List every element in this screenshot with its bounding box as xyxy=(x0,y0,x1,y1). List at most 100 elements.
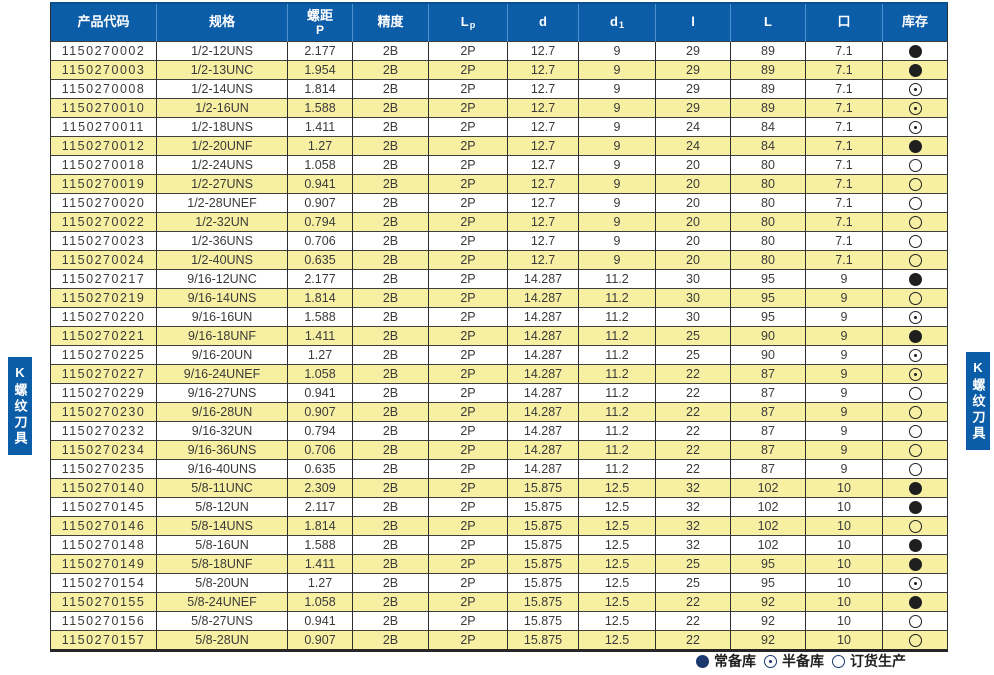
cell-width: 10 xyxy=(805,535,883,555)
cell-l: 22 xyxy=(655,630,731,651)
cell-d1: 9 xyxy=(578,250,656,270)
cell-d1: 11.2 xyxy=(578,459,656,479)
cell-lp: 2P xyxy=(428,364,508,384)
cell-l: 30 xyxy=(655,288,731,308)
cell-bigL: 102 xyxy=(730,516,806,536)
cell-bigL: 80 xyxy=(730,155,806,175)
cell-spec: 1/2-18UNS xyxy=(156,117,288,137)
cell-stock xyxy=(882,326,948,346)
side-tab-k-thread-tools-right[interactable]: K 螺纹刀具 xyxy=(966,352,990,450)
cell-width: 10 xyxy=(805,554,883,574)
cell-stock xyxy=(882,98,948,118)
cell-spec: 5/8-18UNF xyxy=(156,554,288,574)
cell-width: 9 xyxy=(805,269,883,289)
cell-stock xyxy=(882,383,948,403)
cell-code: 1150270234 xyxy=(50,440,157,460)
cell-pitch: 1.058 xyxy=(287,155,353,175)
cell-precision: 2B xyxy=(352,193,429,213)
cell-code: 1150270149 xyxy=(50,554,157,574)
cell-d: 14.287 xyxy=(507,402,579,422)
cell-lp: 2P xyxy=(428,592,508,612)
cell-d: 12.7 xyxy=(507,193,579,213)
table-row: 1150270010 1/2-16UN 1.588 2B 2P 12.7 9 29 89 7.1 xyxy=(50,98,948,118)
table-row: 1150270154 5/8-20UN 1.27 2B 2P 15.875 12.5 25 95… xyxy=(50,573,948,593)
side-tab-k-thread-tools-left[interactable]: K 螺纹刀具 xyxy=(8,357,32,455)
cell-pitch: 1.954 xyxy=(287,60,353,80)
cell-pitch: 0.941 xyxy=(287,174,353,194)
cell-code: 1150270227 xyxy=(50,364,157,384)
column-header-l: l xyxy=(655,2,731,42)
table-row: 1150270020 1/2-28UNEF 0.907 2B 2P 12.7 9 20 80 7.… xyxy=(50,193,948,213)
cell-bigL: 102 xyxy=(730,535,806,555)
stock-empty-icon xyxy=(908,254,922,268)
legend-label: 订货生产 xyxy=(850,653,906,669)
cell-width: 10 xyxy=(805,497,883,517)
cell-lp: 2P xyxy=(428,288,508,308)
cell-width: 9 xyxy=(805,288,883,308)
stock-empty-icon xyxy=(908,197,922,211)
column-header-lp: Lp xyxy=(428,2,508,42)
cell-l: 22 xyxy=(655,440,731,460)
cell-width: 7.1 xyxy=(805,79,883,99)
cell-bigL: 95 xyxy=(730,307,806,327)
cell-stock xyxy=(882,250,948,270)
cell-l: 20 xyxy=(655,231,731,251)
cell-spec: 9/16-32UN xyxy=(156,421,288,441)
cell-lp: 2P xyxy=(428,459,508,479)
cell-d1: 11.2 xyxy=(578,440,656,460)
cell-pitch: 0.635 xyxy=(287,459,353,479)
cell-precision: 2B xyxy=(352,60,429,80)
cell-precision: 2B xyxy=(352,535,429,555)
cell-d1: 9 xyxy=(578,79,656,99)
side-tab-label: 螺纹刀具 xyxy=(12,383,28,447)
cell-code: 1150270232 xyxy=(50,421,157,441)
cell-precision: 2B xyxy=(352,307,429,327)
cell-width: 7.1 xyxy=(805,174,883,194)
cell-lp: 2P xyxy=(428,573,508,593)
cell-d: 15.875 xyxy=(507,516,579,536)
cell-bigL: 80 xyxy=(730,174,806,194)
cell-code: 1150270156 xyxy=(50,611,157,631)
cell-width: 10 xyxy=(805,573,883,593)
table-row: 1150270156 5/8-27UNS 0.941 2B 2P 15.875 12.5 22… xyxy=(50,611,948,631)
cell-code: 1150270145 xyxy=(50,497,157,517)
cell-stock xyxy=(882,630,948,651)
table-row: 1150270235 9/16-40UNS 0.635 2B 2P 14.287 11.2 2… xyxy=(50,459,948,479)
cell-l: 22 xyxy=(655,459,731,479)
cell-code: 1150270154 xyxy=(50,573,157,593)
cell-width: 9 xyxy=(805,421,883,441)
stock-filled-icon xyxy=(908,501,922,515)
cell-pitch: 0.941 xyxy=(287,383,353,403)
stock-half-icon xyxy=(908,349,922,363)
cell-pitch: 2.309 xyxy=(287,478,353,498)
cell-spec: 9/16-36UNS xyxy=(156,440,288,460)
stock-empty-icon xyxy=(908,520,922,534)
cell-d: 12.7 xyxy=(507,60,579,80)
cell-width: 9 xyxy=(805,459,883,479)
cell-d1: 9 xyxy=(578,136,656,156)
cell-lp: 2P xyxy=(428,611,508,631)
cell-d: 15.875 xyxy=(507,573,579,593)
cell-precision: 2B xyxy=(352,592,429,612)
cell-bigL: 92 xyxy=(730,611,806,631)
cell-code: 1150270140 xyxy=(50,478,157,498)
cell-width: 7.1 xyxy=(805,193,883,213)
cell-stock xyxy=(882,554,948,574)
cell-stock xyxy=(882,174,948,194)
stock-filled-icon xyxy=(908,64,922,78)
cell-precision: 2B xyxy=(352,554,429,574)
cell-lp: 2P xyxy=(428,250,508,270)
table-row: 1150270219 9/16-14UNS 1.814 2B 2P 14.287 11.2 3… xyxy=(50,288,948,308)
cell-d1: 12.5 xyxy=(578,554,656,574)
cell-width: 9 xyxy=(805,326,883,346)
cell-d: 15.875 xyxy=(507,478,579,498)
stock-half-icon xyxy=(908,121,922,135)
cell-lp: 2P xyxy=(428,345,508,365)
cell-l: 24 xyxy=(655,117,731,137)
cell-pitch: 2.177 xyxy=(287,269,353,289)
cell-stock xyxy=(882,497,948,517)
cell-stock xyxy=(882,60,948,80)
cell-spec: 1/2-13UNC xyxy=(156,60,288,80)
table-row: 1150270145 5/8-12UN 2.117 2B 2P 15.875 12.5 32 1… xyxy=(50,497,948,517)
cell-stock xyxy=(882,41,948,61)
